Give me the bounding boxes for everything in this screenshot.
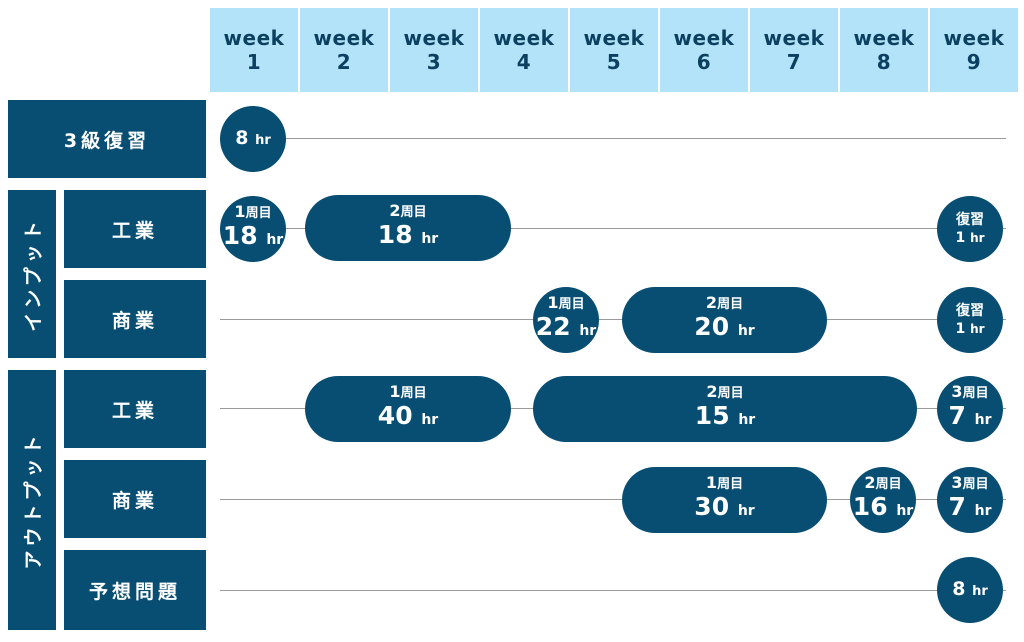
task-output-mock-week9: 8 hr: [937, 557, 1003, 623]
week-header-4: week 4: [480, 8, 568, 92]
task-review3-week1: 8 hr: [220, 106, 286, 172]
task-input-industrial-review: 復習 1 hr: [937, 196, 1003, 262]
row-line-input-commercial: [220, 319, 1006, 320]
row-line-input-industrial: [220, 228, 1006, 229]
task-output-industrial-lap2: 2周目 15 hr: [533, 376, 917, 442]
row-header-input-commercial: 商業: [64, 280, 206, 358]
week-header-3: week 3: [390, 8, 478, 92]
row-line-output-commercial: [220, 499, 1006, 500]
week-header-8: week 8: [840, 8, 928, 92]
week-header-7: week 7: [750, 8, 838, 92]
row-header-output-commercial: 商業: [64, 460, 206, 538]
row-line-review3: [220, 138, 1006, 139]
task-input-commercial-review: 復習 1 hr: [937, 287, 1003, 353]
row-header-output-industrial: 工業: [64, 370, 206, 448]
task-input-industrial-lap2: 2周目 18 hr: [305, 195, 511, 261]
task-input-industrial-lap1: 1周目 18 hr: [220, 196, 286, 262]
group-input: インプット: [8, 190, 56, 358]
row-header-input-industrial: 工業: [64, 190, 206, 268]
week-header-6: week 6: [660, 8, 748, 92]
row-header-review3: 3級復習: [8, 100, 206, 178]
task-input-commercial-lap2: 2周目 20 hr: [622, 287, 827, 353]
row-line-output-mock: [220, 590, 1006, 591]
row-header-output-mock: 予想問題: [64, 550, 206, 630]
task-output-industrial-lap3: 3周目 7 hr: [937, 376, 1003, 442]
group-output: アウトプット: [8, 370, 56, 630]
week-header-5: week 5: [570, 8, 658, 92]
task-input-commercial-lap1: 1周目 22 hr: [533, 287, 599, 353]
task-output-industrial-lap1: 1周目 40 hr: [305, 376, 511, 442]
task-output-commercial-lap2: 2周目 16 hr: [850, 467, 916, 533]
week-header-1: week 1: [210, 8, 298, 92]
week-header-9: week 9: [930, 8, 1018, 92]
week-header-2: week 2: [300, 8, 388, 92]
task-output-commercial-lap1: 1周目 30 hr: [622, 467, 827, 533]
task-output-commercial-lap3: 3周目 7 hr: [937, 467, 1003, 533]
